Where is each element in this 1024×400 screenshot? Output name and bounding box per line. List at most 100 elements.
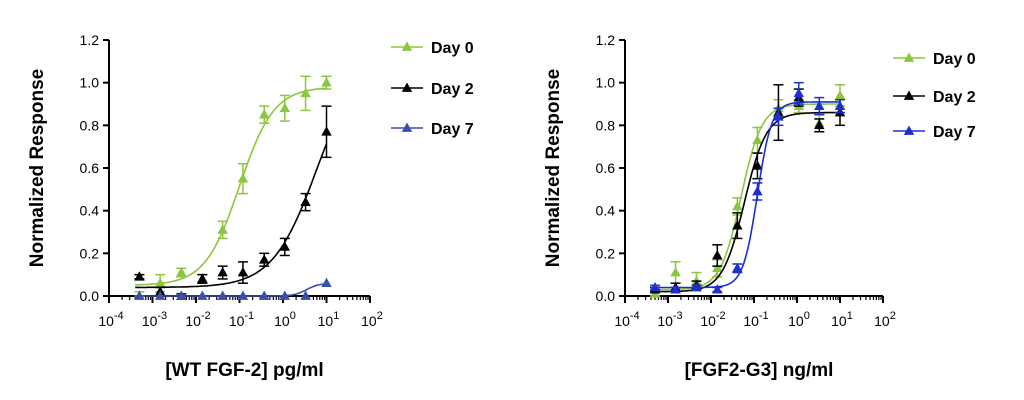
x-tick-label: 10-4 <box>98 310 123 329</box>
data-point <box>670 267 681 277</box>
x-tick-label: 102 <box>361 310 383 329</box>
data-point <box>670 284 681 294</box>
x-axis-label: [FGF2-G3] ng/ml <box>685 360 834 381</box>
data-point <box>258 254 270 264</box>
y-tick-label: 0.8 <box>80 117 100 133</box>
data-point <box>321 126 332 136</box>
data-point <box>752 185 763 196</box>
y-axis-label: Normalized Response <box>543 69 564 268</box>
data-point <box>732 262 743 273</box>
x-tick-label: 101 <box>318 310 340 329</box>
data-point <box>237 267 249 277</box>
y-tick-label: 0.8 <box>596 117 616 133</box>
series-2: Day 2 <box>134 81 474 300</box>
data-point <box>752 160 763 170</box>
data-point <box>732 220 743 230</box>
legend-marker <box>903 52 915 62</box>
x-tick-label: 101 <box>831 310 853 329</box>
legend-label: Day 7 <box>933 124 976 141</box>
fit-curve <box>650 103 840 291</box>
data-point <box>197 273 208 283</box>
y-tick-label: 0.4 <box>596 203 616 219</box>
fit-curve <box>135 282 327 297</box>
data-point <box>732 200 743 211</box>
data-point <box>134 271 145 281</box>
data-point <box>279 241 291 251</box>
y-tick-label: 1.2 <box>80 32 100 48</box>
fit-curve <box>135 143 328 289</box>
data-point <box>217 267 228 277</box>
data-point <box>154 290 166 300</box>
data-point <box>649 281 661 292</box>
series-3: Day 7 <box>649 81 976 294</box>
series-3: Day 7 <box>134 121 474 300</box>
data-point <box>834 100 846 110</box>
chart-2: 0.0 0.2 0.4 0.6 0.8 1.0 1.2 10-4 10-3 10-2 10-1 100… <box>543 32 976 381</box>
x-tick-label: 10-3 <box>657 310 682 329</box>
data-point <box>300 87 311 98</box>
data-point <box>176 267 187 277</box>
data-point <box>793 87 805 98</box>
data-point <box>279 290 291 300</box>
series-2: Day 2 <box>649 84 976 294</box>
x-tick-label: 10-3 <box>142 310 167 329</box>
legend-label: Day 2 <box>933 89 976 106</box>
x-tick-label: 10-2 <box>700 310 725 329</box>
legend-label: Day 0 <box>933 51 976 68</box>
data-point <box>712 249 723 260</box>
legend-marker <box>401 82 413 92</box>
data-point <box>814 100 825 110</box>
data-point <box>279 102 291 113</box>
data-point <box>258 109 270 119</box>
data-point <box>237 173 249 183</box>
data-point <box>154 277 166 288</box>
fit-curve <box>650 111 840 293</box>
y-tick-label: 0.0 <box>80 288 100 304</box>
data-point <box>814 119 825 130</box>
legend-marker <box>903 125 915 135</box>
series-1: Day 0 <box>134 40 474 300</box>
x-tick-label: 100 <box>788 310 810 329</box>
y-tick-label: 0.6 <box>80 160 100 176</box>
y-tick-label: 1.2 <box>596 32 616 48</box>
x-tick-label: 10-4 <box>614 310 639 329</box>
x-tick-label: 100 <box>274 310 296 329</box>
x-tick-label: 102 <box>874 310 896 329</box>
data-point <box>217 224 228 234</box>
y-tick-label: 1.0 <box>596 75 616 91</box>
data-point <box>217 290 228 300</box>
x-tick-label: 10-2 <box>185 310 210 329</box>
data-point <box>197 290 208 300</box>
y-tick-label: 0.4 <box>80 203 100 219</box>
data-point <box>752 134 763 145</box>
y-axis-label: Normalized Response <box>27 69 48 268</box>
data-point <box>834 89 846 100</box>
y-tick-label: 1.0 <box>80 75 100 91</box>
data-point <box>176 290 187 300</box>
fit-curve <box>135 87 327 286</box>
data-point <box>691 281 702 292</box>
data-point <box>773 111 784 121</box>
legend-label: Day 0 <box>431 40 474 57</box>
data-point <box>321 277 332 288</box>
data-point <box>237 290 249 300</box>
legend-label: Day 7 <box>431 121 474 138</box>
data-point <box>300 196 311 206</box>
data-point <box>258 290 270 300</box>
legend-marker <box>401 122 413 132</box>
data-point <box>300 290 311 300</box>
y-tick-label: 0.2 <box>596 245 616 261</box>
series-1: Day 0 <box>649 51 976 298</box>
data-point <box>712 284 723 294</box>
x-tick-label: 10-1 <box>229 310 254 329</box>
fit-curve <box>650 101 840 289</box>
legend-marker <box>903 90 915 100</box>
y-tick-label: 0.2 <box>80 245 100 261</box>
data-point <box>321 77 332 87</box>
legend-marker <box>401 41 413 51</box>
data-point <box>134 290 145 300</box>
y-tick-label: 0.0 <box>596 288 616 304</box>
data-point <box>712 262 723 273</box>
x-axis-label: [WT FGF-2] pg/ml <box>165 360 323 381</box>
